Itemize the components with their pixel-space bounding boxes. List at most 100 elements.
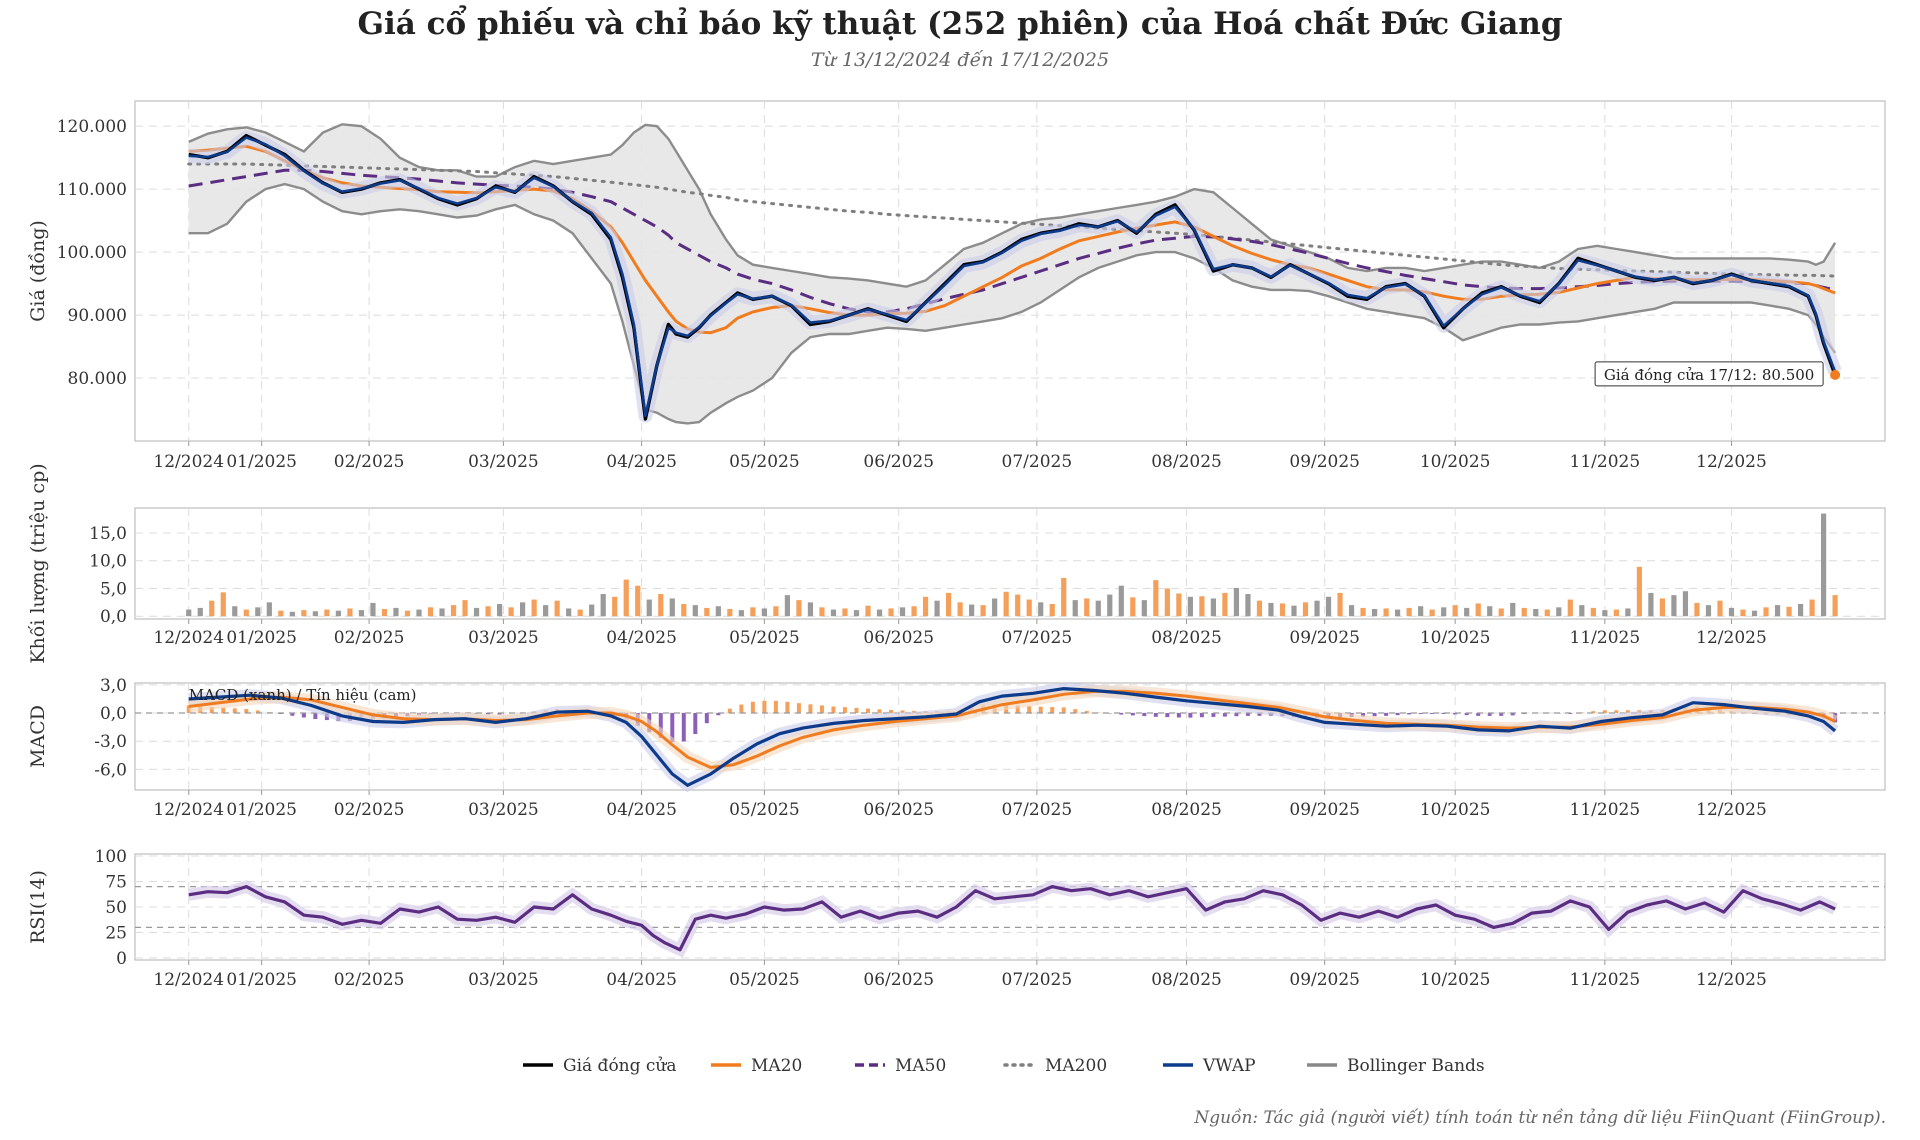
price-ytick-label: 110.000 xyxy=(57,180,127,200)
macd-histogram-bar xyxy=(1257,713,1262,716)
macd-xtick-label: 02/2025 xyxy=(334,800,405,820)
volume-bar xyxy=(1636,566,1642,617)
volume-bar xyxy=(1107,594,1113,617)
volume-bar xyxy=(186,609,192,617)
rsi-line xyxy=(188,885,1836,952)
volume-bar xyxy=(1187,596,1193,617)
macd-histogram-bar xyxy=(716,713,721,716)
volume-bar xyxy=(496,604,503,617)
volume-bar xyxy=(1533,609,1539,617)
price-ytick-label: 90.000 xyxy=(68,306,127,326)
macd-histogram-bar xyxy=(1061,707,1066,714)
annotation-text: Giá đóng cửa 17/12: 80.500 xyxy=(1604,366,1814,384)
macd-histogram-bar xyxy=(1199,713,1204,718)
macd-histogram-bar xyxy=(1453,713,1458,715)
macd-histogram-bar xyxy=(1245,713,1250,716)
volume-bar xyxy=(1268,602,1274,617)
macd-histogram-bar xyxy=(255,710,260,714)
volume-ylabel: Khối lượng (triệu cp) xyxy=(27,463,49,663)
price-xtick-label: 07/2025 xyxy=(1002,452,1073,472)
macd-histogram-bar xyxy=(1050,707,1055,714)
volume-bar xyxy=(1084,598,1090,617)
volume-bar xyxy=(635,585,641,617)
volume-bar xyxy=(508,607,514,617)
rsi-xtick-label: 10/2025 xyxy=(1420,970,1491,990)
volume-bar xyxy=(577,609,583,617)
macd-histogram-bar xyxy=(497,713,502,715)
volume-bar xyxy=(1498,608,1504,617)
macd-histogram-bar xyxy=(486,713,491,715)
bollinger-upper-line xyxy=(188,123,1837,288)
volume-panel: 0,0 5,0 10,0 15,0 12/2024 01/2025 02/2025 03/20… xyxy=(27,463,1886,664)
macd-histogram-bar xyxy=(1107,713,1112,714)
volume-bar xyxy=(358,610,365,617)
volume-bar xyxy=(1487,606,1493,617)
rsi-xtick-label: 07/2025 xyxy=(1002,970,1073,990)
macd-histogram-bar xyxy=(186,705,191,714)
price-xtick-label: 12/2025 xyxy=(1696,452,1767,472)
rsi-ytick-label: 25 xyxy=(105,923,127,943)
volume-xtick-label: 07/2025 xyxy=(1002,628,1073,648)
macd-histogram-bar xyxy=(1142,713,1147,717)
volume-bar xyxy=(312,611,318,617)
source-note: Nguồn: Tác giả (người viết) tính toán từ… xyxy=(1193,1108,1886,1128)
macd-histogram-bar xyxy=(808,704,813,714)
macd-histogram-bar xyxy=(1096,712,1101,714)
volume-bar xyxy=(520,602,526,617)
volume-bar xyxy=(957,602,963,617)
volume-bar xyxy=(1210,598,1216,617)
price-ytick-label: 120.000 xyxy=(57,117,127,137)
volume-plot-frame xyxy=(134,507,1886,620)
macd-histogram-bar xyxy=(762,700,767,714)
volume-bar xyxy=(888,608,894,617)
chart-subtitle: Từ 13/12/2024 đến 17/12/2025 xyxy=(811,49,1109,71)
volume-bar xyxy=(1809,599,1815,617)
volume-bar xyxy=(301,610,307,617)
volume-bar xyxy=(1130,597,1136,617)
volume-bar xyxy=(1475,603,1481,617)
volume-bar xyxy=(865,605,871,617)
macd-histogram-bar xyxy=(1499,713,1504,716)
volume-bar xyxy=(335,610,341,617)
volume-bar xyxy=(324,609,330,617)
volume-bar xyxy=(543,605,549,617)
volume-bar xyxy=(1728,607,1735,617)
macd-histogram-bar xyxy=(209,706,214,714)
volume-bar xyxy=(1371,609,1378,617)
legend-label: VWAP xyxy=(1202,1056,1256,1076)
macd-ytick-label: -6,0 xyxy=(94,760,127,780)
volume-xtick-label: 05/2025 xyxy=(729,628,800,648)
volume-bar xyxy=(381,609,388,617)
legend-label: Giá đóng cửa xyxy=(563,1056,677,1076)
rsi-ytick-label: 0 xyxy=(116,949,127,969)
macd-histogram-bar xyxy=(1384,713,1389,716)
macd-xtick-label: 07/2025 xyxy=(1002,800,1073,820)
macd-histogram-bar xyxy=(1038,706,1043,714)
rsi-xtick-label: 03/2025 xyxy=(468,970,539,990)
price-xtick-label: 12/2024 xyxy=(153,452,224,472)
volume-xtick-label: 12/2025 xyxy=(1696,628,1767,648)
volume-bar xyxy=(1245,594,1251,617)
macd-xtick-label: 12/2025 xyxy=(1696,800,1767,820)
volume-bar xyxy=(600,594,606,617)
macd-histogram-bar xyxy=(1176,713,1181,718)
volume-bar xyxy=(681,604,687,617)
volume-bar xyxy=(255,607,261,617)
volume-bar xyxy=(232,606,238,617)
volume-bar xyxy=(1682,591,1689,617)
macd-histogram-bar xyxy=(831,706,836,714)
volume-bar xyxy=(738,610,744,617)
price-ytick-label: 80.000 xyxy=(68,369,127,389)
macd-histogram-bar xyxy=(1510,713,1515,716)
macd-histogram-bar xyxy=(704,713,709,724)
macd-xtick-label: 08/2025 xyxy=(1151,800,1222,820)
volume-bar xyxy=(289,611,295,617)
volume-bar xyxy=(1556,607,1562,617)
macd-histogram-bar xyxy=(301,713,306,718)
macd-histogram-bar xyxy=(1084,710,1089,714)
vwap-line xyxy=(188,136,1837,418)
volume-xtick-label: 09/2025 xyxy=(1289,628,1360,648)
macd-xtick-label: 12/2024 xyxy=(153,800,224,820)
volume-bar xyxy=(1325,596,1332,617)
volume-bar xyxy=(796,600,802,617)
